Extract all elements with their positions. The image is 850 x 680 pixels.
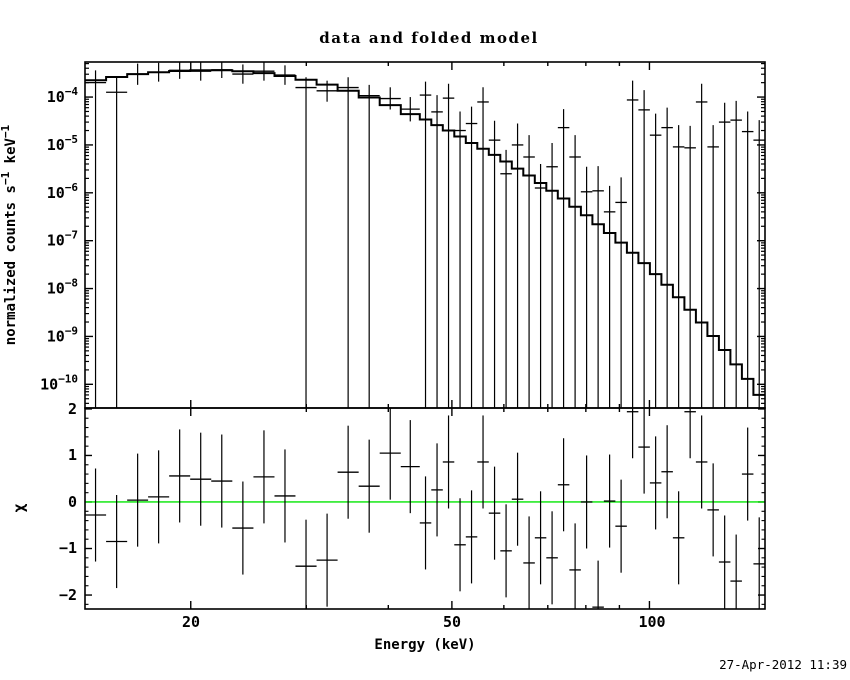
svg-text:10−10: 10−10 (40, 372, 78, 393)
svg-text:10−4: 10−4 (47, 85, 79, 106)
y-tick-labels: 10−4 10−5 10−6 10−7 10−8 10−9 10−10 (40, 85, 78, 393)
chi-axis-label: χ (10, 503, 28, 512)
chi-tick-label-m1: −1 (59, 539, 77, 557)
chi-tick-label-0: 0 (68, 493, 77, 511)
x-tick-label-50: 50 (443, 613, 461, 631)
x-tick-label-20: 20 (182, 613, 200, 631)
chi-tick-label-1: 1 (68, 446, 77, 464)
y-axis-label: normalized counts s−1 keV−1 (0, 124, 19, 345)
svg-text:10−9: 10−9 (47, 324, 78, 345)
plot-title: data and folded model (319, 29, 538, 47)
chi-tick-label-m2: −2 (59, 586, 77, 604)
panel-borders (84, 61, 766, 610)
svg-text:10−5: 10−5 (47, 133, 78, 154)
x-axis-label: Energy (keV) (374, 637, 475, 653)
timestamp: 27-Apr-2012 11:39 (719, 657, 847, 672)
model-histogram (85, 69, 765, 396)
svg-text:10−7: 10−7 (47, 229, 78, 250)
x-tick-label-100: 100 (638, 613, 665, 631)
svg-text:10−8: 10−8 (47, 277, 78, 298)
residual-panel-border (84, 407, 766, 610)
residual-data-points (85, 408, 765, 609)
chi-tick-label-2: 2 (68, 400, 77, 418)
svg-text:10−6: 10−6 (47, 181, 79, 202)
spectrum-data-points (85, 62, 765, 408)
